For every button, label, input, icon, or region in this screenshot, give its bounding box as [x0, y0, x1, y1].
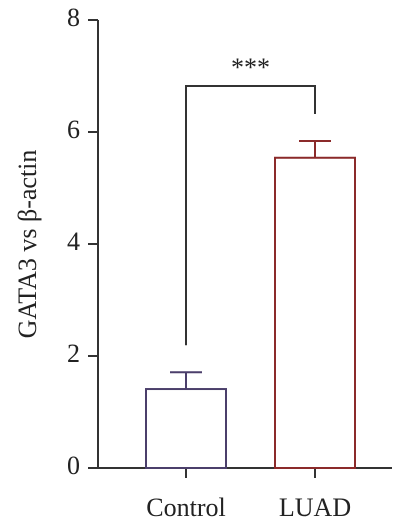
significance-label: *** [231, 53, 270, 82]
y-tick-label: 0 [67, 451, 80, 480]
y-tick-label: 4 [67, 227, 80, 256]
significance-bracket [185, 84, 316, 346]
bar [145, 388, 227, 470]
x-tick-label: LUAD [279, 493, 351, 522]
y-tick-label: 6 [67, 115, 80, 144]
y-tick-label: 2 [67, 339, 80, 368]
y-axis-label: GATA3 vs β-actin [13, 150, 42, 339]
y-tick-label: 8 [67, 3, 80, 32]
x-tick-label: Control [146, 493, 225, 522]
bar [274, 156, 356, 469]
